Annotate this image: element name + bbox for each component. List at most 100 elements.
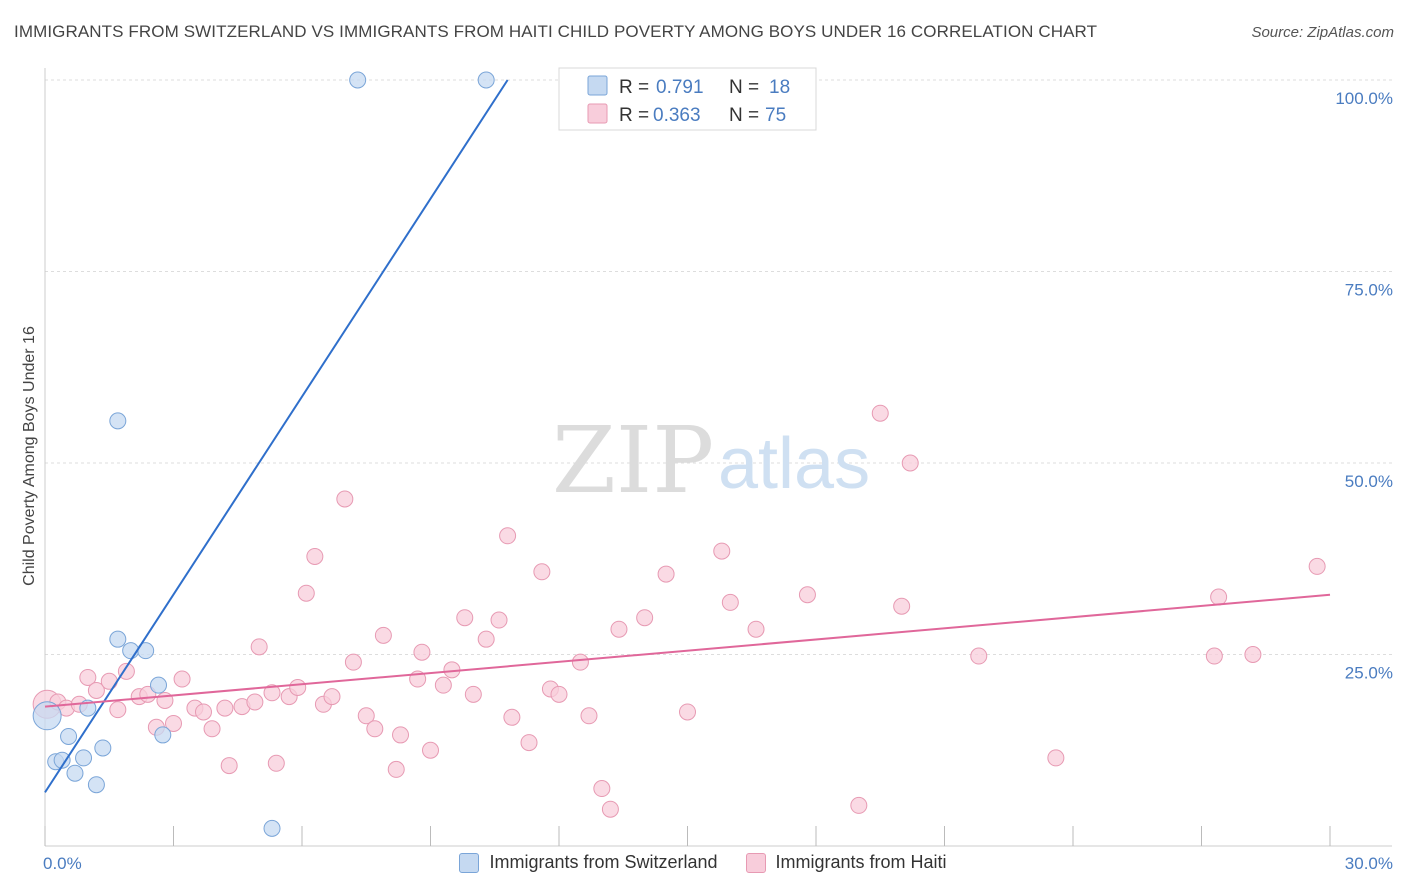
switzerland-point [87, 776, 105, 794]
haiti-point [893, 597, 911, 615]
legend-n-value-2: 75 [765, 105, 786, 126]
legend-item-switzerland: Immigrants from Switzerland [459, 852, 718, 873]
haiti-point [871, 404, 889, 422]
y-tick-labels: 25.0% 50.0% 75.0% 100.0% [1335, 89, 1393, 683]
x-tick-labels: 0.0% 30.0% [43, 854, 1393, 873]
switzerland-point [53, 751, 71, 769]
legend-label-switzerland: Immigrants from Switzerland [489, 852, 718, 872]
switzerland-point [75, 749, 93, 767]
haiti-point [246, 693, 264, 711]
haiti-point [1205, 647, 1223, 665]
legend-swatch-blue [459, 852, 480, 873]
haiti-point [117, 662, 135, 680]
trend-lines [44, 79, 1331, 793]
haiti-point [387, 760, 405, 778]
x-tick-label: 30.0% [1345, 854, 1393, 873]
y-tick-label: 50.0% [1345, 472, 1393, 491]
haiti-point [422, 741, 439, 759]
watermark-atlas: atlas [718, 424, 870, 504]
legend-r-label-1: R = [619, 77, 649, 98]
switzerland-point [477, 71, 495, 89]
haiti-point [250, 638, 268, 656]
haiti-point [550, 685, 568, 703]
haiti-point [1210, 588, 1228, 606]
correlation-legend: R = 0.791 N = 18 R = 0.363 N = 75 [558, 67, 817, 131]
haiti-point [220, 757, 238, 775]
legend-r-label-2: R = [619, 105, 649, 126]
haiti-point [344, 653, 362, 671]
haiti-point [374, 626, 392, 644]
haiti-point [520, 734, 538, 752]
y-axis-label: Child Poverty Among Boys Under 16 [21, 326, 38, 586]
haiti-point [366, 720, 384, 738]
haiti-point [490, 611, 508, 629]
switzerland-point [66, 764, 84, 782]
series-legend: Immigrants from Switzerland Immigrants f… [0, 852, 1406, 873]
haiti-point [464, 685, 482, 703]
haiti-point [87, 682, 105, 700]
haiti-point [165, 714, 182, 732]
legend-n-label-1: N = [729, 77, 759, 98]
switzerland-points [32, 71, 495, 837]
haiti-point [747, 620, 765, 638]
chart-title: IMMIGRANTS FROM SWITZERLAND VS IMMIGRANT… [14, 22, 1098, 41]
haiti-point [357, 707, 375, 725]
y-tick-label: 75.0% [1345, 281, 1393, 300]
haiti-point [413, 643, 431, 661]
haiti-point [109, 701, 127, 719]
haiti-point [100, 672, 118, 690]
legend-item-haiti: Immigrants from Haiti [745, 852, 947, 873]
x-tick-label: 0.0% [43, 854, 82, 873]
legend-swatch-haiti [587, 103, 608, 124]
haiti-point [499, 527, 517, 545]
haiti-point [713, 542, 731, 560]
haiti-point [289, 678, 307, 696]
haiti-point [679, 703, 696, 721]
haiti-point [1308, 557, 1326, 575]
switzerland-point [32, 701, 62, 731]
haiti-point [601, 800, 619, 818]
haiti-point [1047, 749, 1065, 767]
haiti-point [580, 707, 598, 725]
haiti-point [456, 609, 474, 627]
switzerland-point [154, 726, 172, 744]
legend-label-haiti: Immigrants from Haiti [775, 852, 947, 872]
haiti-point [657, 565, 675, 583]
haiti-point [79, 668, 97, 686]
haiti-point [970, 647, 988, 665]
haiti-point [571, 653, 589, 671]
haiti-point [850, 796, 868, 814]
axes [44, 68, 1392, 847]
haiti-point [203, 720, 221, 738]
y-tick-label: 100.0% [1335, 89, 1393, 108]
legend-swatch-pink [745, 852, 766, 873]
haiti-point [336, 490, 354, 508]
haiti-point [306, 547, 324, 565]
haiti-point [297, 584, 315, 602]
haiti-point [173, 670, 191, 688]
haiti-point [533, 563, 551, 581]
legend-n-label-2: N = [729, 105, 759, 126]
switzerland-point [263, 819, 281, 837]
haiti-point [636, 609, 654, 627]
haiti-point [1244, 646, 1262, 663]
switzerland-point [94, 739, 112, 757]
haiti-point [798, 586, 816, 604]
haiti-point [434, 676, 452, 694]
haiti-point [267, 754, 285, 772]
switzerland-point [150, 676, 168, 694]
legend-swatch-switzerland [587, 75, 608, 96]
haiti-point [477, 630, 495, 648]
haiti-point [263, 684, 281, 702]
haiti-point [610, 620, 628, 638]
haiti-point [323, 688, 341, 706]
haiti-points [32, 404, 1326, 818]
haiti-point [503, 708, 521, 726]
y-tick-label: 25.0% [1345, 664, 1393, 683]
haiti-point [392, 726, 410, 744]
haiti-point [901, 454, 919, 472]
switzerland-trend-line [44, 79, 509, 793]
legend-r-value-2: 0.363 [653, 105, 701, 126]
haiti-point [216, 699, 234, 717]
